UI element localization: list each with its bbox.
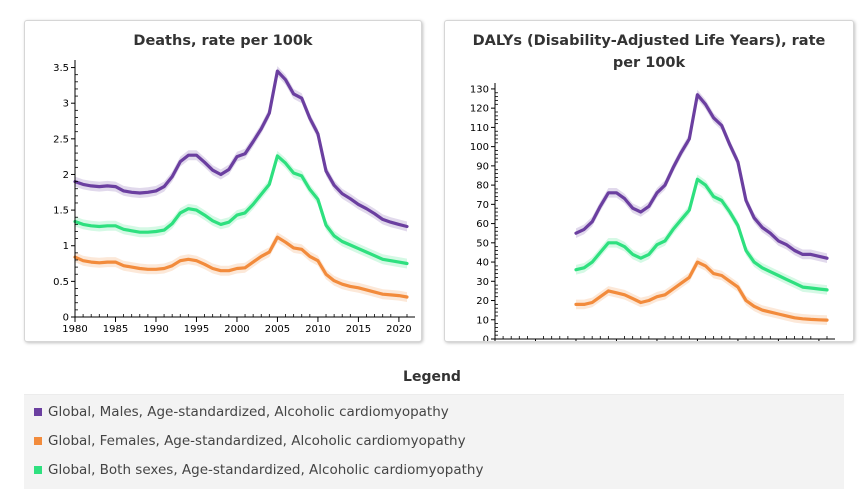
legend-item-males[interactable]: Global, Males, Age-standardized, Alcohol… (34, 402, 449, 422)
x-tick-label: 2020 (386, 324, 411, 335)
chart-title-line: DALYs (Disability-Adjusted Life Years), … (473, 33, 826, 49)
y-tick-label: 60 (476, 219, 489, 230)
legend-item-females[interactable]: Global, Females, Age-standardized, Alcoh… (34, 431, 466, 451)
series-line-males[interactable] (574, 93, 829, 260)
series-line-males[interactable] (73, 69, 409, 229)
uncertainty-band-males (75, 66, 407, 232)
y-tick-label: 2.5 (53, 134, 69, 145)
y-tick-label: 20 (476, 296, 489, 307)
x-tick-label: 2015 (346, 324, 371, 335)
dalys-chart: DALYs (Disability-Adjusted Life Years), … (470, 33, 835, 342)
y-tick-label: 0 (63, 313, 69, 324)
y-tick-label: 2 (63, 170, 69, 181)
y-tick-label: 0.5 (53, 277, 69, 288)
y-tick-label: 3 (63, 99, 69, 110)
y-tick-label: 3.5 (53, 63, 69, 74)
y-tick-label: 1.5 (53, 206, 69, 217)
y-tick-label: 100 (470, 142, 489, 153)
x-tick-label: 1995 (184, 324, 209, 335)
uncertainty-band-females (576, 257, 827, 325)
uncertainty-band-males (576, 89, 827, 264)
legend-title: Legend (403, 369, 461, 385)
dalys-chart-panel: DALYs (Disability-Adjusted Life Years), … (444, 20, 854, 342)
y-tick-label: 0 (483, 335, 489, 342)
legend-item-both-sexes[interactable]: Global, Both sexes, Age-standardized, Al… (34, 460, 483, 480)
x-tick-label: 2005 (265, 324, 290, 335)
y-tick-label: 1 (63, 241, 69, 252)
chart-title-line: per 100k (613, 55, 686, 71)
series-line-both-sexes[interactable] (73, 154, 409, 266)
legend-swatch-both-sexes (34, 466, 42, 474)
uncertainty-band-both-sexes (75, 150, 407, 269)
legend: Global, Males, Age-standardized, Alcohol… (24, 394, 844, 489)
series-line-females[interactable] (574, 260, 829, 322)
deaths-chart-panel: Deaths, rate per 100k 0 0.5 1 1.5 2 2.5 3 3.5 198… (24, 20, 422, 342)
legend-label-females: Global, Females, Age-standardized, Alcoh… (48, 433, 466, 449)
deaths-chart: Deaths, rate per 100k 0 0.5 1 1.5 2 2.5 3 3.5 198… (53, 33, 415, 335)
y-tick-label: 40 (476, 258, 489, 269)
legend-swatch-males (34, 408, 42, 416)
legend-label-males: Global, Males, Age-standardized, Alcohol… (48, 404, 449, 420)
legend-swatch-females (34, 437, 42, 445)
y-tick-label: 50 (476, 238, 489, 249)
legend-label-both-sexes: Global, Both sexes, Age-standardized, Al… (48, 462, 484, 478)
y-tick-label: 90 (476, 161, 489, 172)
y-tick-label: 130 (470, 84, 489, 95)
series-line-both-sexes[interactable] (574, 177, 829, 292)
chart-title-line: Deaths, rate per 100k (133, 33, 313, 49)
y-tick-label: 10 (476, 315, 489, 326)
x-tick-label: 1985 (103, 324, 128, 335)
y-tick-label: 110 (470, 123, 489, 134)
uncertainty-band-both-sexes (576, 174, 827, 295)
x-tick-label: 1980 (62, 324, 87, 335)
y-tick-label: 30 (476, 277, 489, 288)
y-tick-label: 80 (476, 181, 489, 192)
x-tick-label: 2000 (224, 324, 249, 335)
x-tick-label: 2010 (305, 324, 330, 335)
x-tick-label: 1990 (143, 324, 168, 335)
series-line-females[interactable] (73, 235, 409, 299)
y-tick-label: 120 (470, 104, 489, 115)
y-tick-label: 70 (476, 200, 489, 211)
